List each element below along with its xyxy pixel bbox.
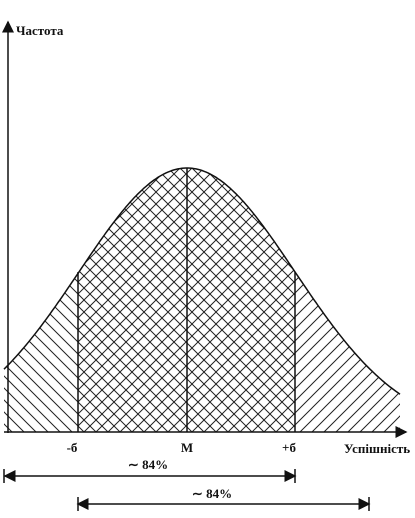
- normal-curve: [3, 167, 401, 395]
- hatching: [4, 168, 400, 432]
- range-label: ∼ 84%: [128, 457, 168, 472]
- x-axis-label: Успішність: [344, 441, 410, 456]
- x-mark: +б: [282, 440, 296, 455]
- x-mark: -б: [67, 440, 78, 455]
- x-mark: М: [181, 440, 193, 455]
- y-axis-label: Частота: [16, 23, 64, 38]
- range-label: ∼ 84%: [192, 486, 232, 501]
